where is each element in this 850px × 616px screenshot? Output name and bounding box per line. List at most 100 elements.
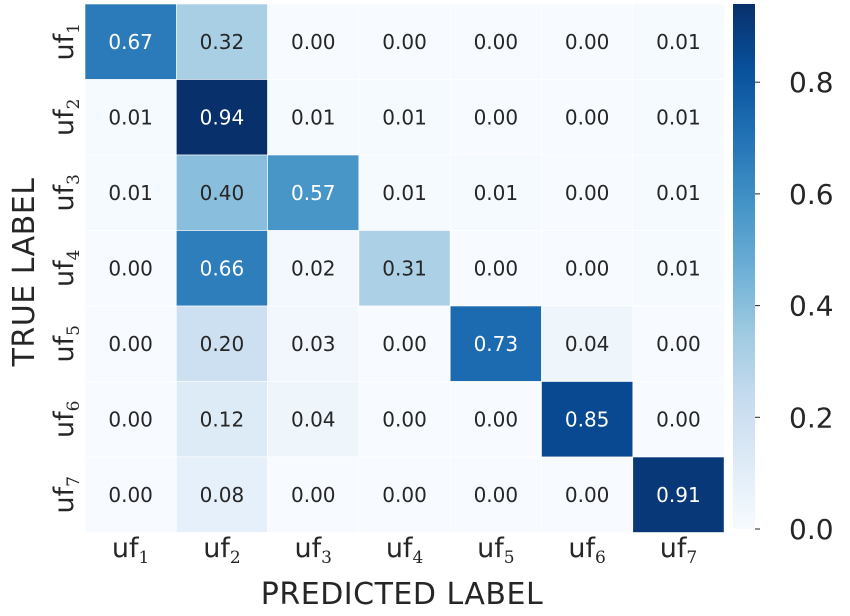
y-tick-label: uf2 (49, 99, 84, 136)
heatmap-cell (449, 456, 542, 533)
cell-value-label: 0.00 (474, 256, 519, 280)
colorbar-gradient (733, 4, 755, 529)
heatmap-cell (84, 79, 177, 156)
x-tick-label: uf6 (568, 533, 605, 568)
cell-value-label: 0.00 (565, 30, 610, 54)
x-tick-label: uf4 (386, 533, 423, 568)
x-axis-title: PREDICTED LABEL (261, 577, 543, 612)
cell-value-label: 0.12 (200, 407, 245, 431)
cell-value-label: 0.00 (108, 256, 153, 280)
heatmap-cell (84, 456, 177, 533)
heatmap-cell (541, 456, 634, 533)
x-tick-label: uf2 (203, 533, 240, 568)
heatmap-cell (267, 456, 360, 533)
cell-value-label: 0.73 (474, 332, 519, 356)
cell-value-label: 0.00 (474, 407, 519, 431)
cell-value-label: 0.00 (291, 483, 336, 507)
cell-value-label: 0.00 (108, 483, 153, 507)
heatmap-cell (449, 79, 542, 156)
heatmap-cell (632, 79, 725, 156)
cell-value-label: 0.01 (656, 105, 701, 129)
heatmap-cell (358, 381, 451, 458)
cell-value-label: 0.01 (108, 105, 153, 129)
cell-value-label: 0.00 (474, 105, 519, 129)
cell-value-label: 0.00 (565, 181, 610, 205)
cell-value-label: 0.01 (474, 181, 519, 205)
heatmap-cell (358, 3, 451, 80)
cell-value-label: 0.00 (474, 483, 519, 507)
cell-value-label: 0.67 (108, 30, 153, 54)
cell-value-label: 0.00 (108, 332, 153, 356)
heatmap-cell (632, 381, 725, 458)
cell-value-label: 0.00 (382, 407, 427, 431)
cell-value-label: 0.04 (291, 407, 336, 431)
colorbar-tick-label: 0.0 (789, 513, 834, 546)
heatmap-cell (449, 381, 542, 458)
heatmap-cell (84, 381, 177, 458)
heatmap-cell (632, 305, 725, 382)
heatmap-cell (84, 154, 177, 231)
cell-value-label: 0.00 (565, 483, 610, 507)
heatmap-cell (176, 3, 268, 80)
y-axis-title: TRUE LABEL (7, 178, 42, 368)
cell-value-label: 0.32 (200, 30, 245, 54)
heatmap-cell (267, 305, 360, 382)
cell-value-label: 0.00 (565, 256, 610, 280)
y-tick-label: uf1 (49, 23, 84, 60)
x-tick-label: uf1 (112, 533, 149, 568)
cell-value-label: 0.00 (565, 105, 610, 129)
cell-value-label: 0.66 (200, 256, 245, 280)
cell-value-label: 0.85 (565, 407, 610, 431)
x-axis-ticks: uf1 uf2 uf3 uf4 uf5 uf6 uf7 (112, 533, 697, 568)
y-tick-label: uf5 (49, 325, 84, 362)
heatmap-cell (632, 230, 725, 307)
cell-value-label: 0.01 (382, 181, 427, 205)
cell-value-label: 0.00 (656, 332, 701, 356)
cell-value-label: 0.02 (291, 256, 336, 280)
y-axis-ticks: uf1 uf2 uf3 uf4 uf5 uf6 uf7 (49, 23, 84, 513)
x-tick-label: uf5 (477, 533, 514, 568)
cell-value-label: 0.01 (656, 181, 701, 205)
cell-value-label: 0.01 (382, 105, 427, 129)
y-tick-label: uf3 (49, 174, 84, 211)
cell-value-label: 0.57 (291, 181, 336, 205)
heatmap-cell (541, 230, 634, 307)
cell-value-label: 0.94 (200, 105, 245, 129)
x-tick-label: uf7 (660, 533, 697, 568)
heatmap-cell (541, 79, 634, 156)
heatmap-cell (84, 305, 177, 382)
heatmap-cell (176, 230, 268, 307)
heatmap-cell (84, 3, 177, 80)
cell-value-label: 0.01 (656, 256, 701, 280)
heatmap-cell (632, 154, 725, 231)
heatmap-cell (84, 230, 177, 307)
heatmap-cell (358, 230, 451, 307)
y-tick-label: uf7 (49, 476, 84, 513)
cell-value-label: 0.40 (200, 181, 245, 205)
heatmap-cells: 0.67 0.32 0.00 0.00 0.00 0.00 0.01 0.01 0.94 0.01… (84, 3, 725, 533)
cell-value-label: 0.20 (200, 332, 245, 356)
y-tick-label: uf4 (49, 250, 84, 287)
cell-value-label: 0.03 (291, 332, 336, 356)
cell-value-label: 0.04 (565, 332, 610, 356)
cell-value-label: 0.00 (382, 483, 427, 507)
heatmap-cell (358, 154, 451, 231)
cell-value-label: 0.31 (382, 256, 427, 280)
heatmap-cell (176, 381, 268, 458)
heatmap-cell (176, 154, 268, 231)
colorbar-tick-label: 0.6 (789, 178, 834, 211)
heatmap-cell (632, 456, 725, 533)
colorbar: 0.0 0.2 0.4 0.6 0.8 (733, 4, 834, 546)
cell-value-label: 0.00 (382, 332, 427, 356)
x-tick-label: uf3 (295, 533, 332, 568)
cell-value-label: 0.00 (382, 30, 427, 54)
cell-value-label: 0.00 (291, 30, 336, 54)
colorbar-tick-label: 0.4 (789, 290, 834, 323)
colorbar-tick-label: 0.2 (789, 401, 834, 434)
y-tick-label: uf6 (49, 401, 84, 438)
cell-value-label: 0.01 (291, 105, 336, 129)
heatmap-cell (358, 456, 451, 533)
cell-value-label: 0.00 (656, 407, 701, 431)
cell-value-label: 0.08 (200, 483, 245, 507)
